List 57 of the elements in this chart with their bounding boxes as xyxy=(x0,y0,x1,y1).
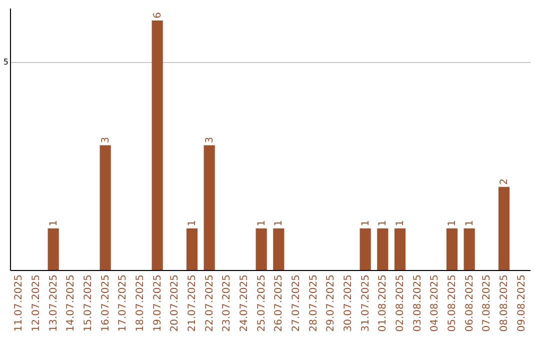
bar xyxy=(446,228,458,270)
x-tick-label: 05.08.2025 xyxy=(447,274,458,332)
x-tick-label: 26.07.2025 xyxy=(274,274,285,332)
x-tick-label: 19.07.2025 xyxy=(152,274,164,332)
bar xyxy=(360,228,371,270)
bar xyxy=(464,228,475,270)
x-tick-label: 30.07.2025 xyxy=(343,274,354,332)
x-tick-label: 14.07.2025 xyxy=(66,274,77,332)
data-label: 1 xyxy=(378,220,389,226)
data-label: 3 xyxy=(204,136,216,144)
x-tick-label: 18.07.2025 xyxy=(135,274,146,332)
bar xyxy=(100,145,111,270)
data-label: 1 xyxy=(464,220,476,226)
bar xyxy=(394,228,406,270)
x-tick-label: 28.07.2025 xyxy=(308,274,320,332)
x-tick-label: 08.08.2025 xyxy=(499,274,510,332)
data-label: 6 xyxy=(152,12,164,18)
data-label: 1 xyxy=(48,220,60,226)
data-label: 1 xyxy=(274,220,285,226)
bar xyxy=(256,228,267,270)
bar xyxy=(152,20,163,270)
x-tick-label: 21.07.2025 xyxy=(187,274,198,332)
x-tick-label: 29.07.2025 xyxy=(326,274,337,332)
x-tick-label: 25.07.2025 xyxy=(256,274,268,332)
data-label: 1 xyxy=(256,220,268,226)
data-label: 1 xyxy=(360,220,372,226)
x-tick-label: 01.08.2025 xyxy=(378,274,389,332)
x-tick-label: 24.07.2025 xyxy=(239,274,250,332)
data-label: 1 xyxy=(395,220,406,226)
bar xyxy=(204,145,215,270)
x-tick-label: 09.08.2025 xyxy=(516,274,528,332)
x-tick-label: 11.07.2025 xyxy=(14,274,25,332)
x-tick-label: 27.07.2025 xyxy=(291,274,302,332)
bar xyxy=(498,186,510,270)
x-tick-label: 13.07.2025 xyxy=(48,274,60,332)
bar xyxy=(377,228,388,270)
x-tick-label: 16.07.2025 xyxy=(100,274,112,332)
x-tick-label: 07.08.2025 xyxy=(482,274,493,332)
x-tick-label: 23.07.2025 xyxy=(222,274,233,332)
bar xyxy=(186,228,198,270)
x-tick-label: 04.08.2025 xyxy=(430,274,441,332)
x-tick-label: 06.08.2025 xyxy=(464,274,476,332)
x-tick-label: 02.08.2025 xyxy=(395,274,406,332)
data-label: 1 xyxy=(187,220,198,226)
y-tick-label: 5 xyxy=(3,58,8,67)
x-tick-label: 22.07.2025 xyxy=(204,274,216,332)
bar xyxy=(273,228,284,270)
x-tick-label: 31.07.2025 xyxy=(360,274,372,332)
x-tick-label: 12.07.2025 xyxy=(31,274,42,332)
data-label: 3 xyxy=(100,136,112,144)
x-tick-label: 17.07.2025 xyxy=(118,274,129,332)
x-tick-label: 20.07.2025 xyxy=(170,274,181,332)
bar xyxy=(48,228,59,270)
data-label: 1 xyxy=(447,220,458,226)
data-label: 2 xyxy=(499,178,510,185)
x-tick-label: 15.07.2025 xyxy=(83,274,94,332)
x-tick-label: 03.08.2025 xyxy=(412,274,424,332)
